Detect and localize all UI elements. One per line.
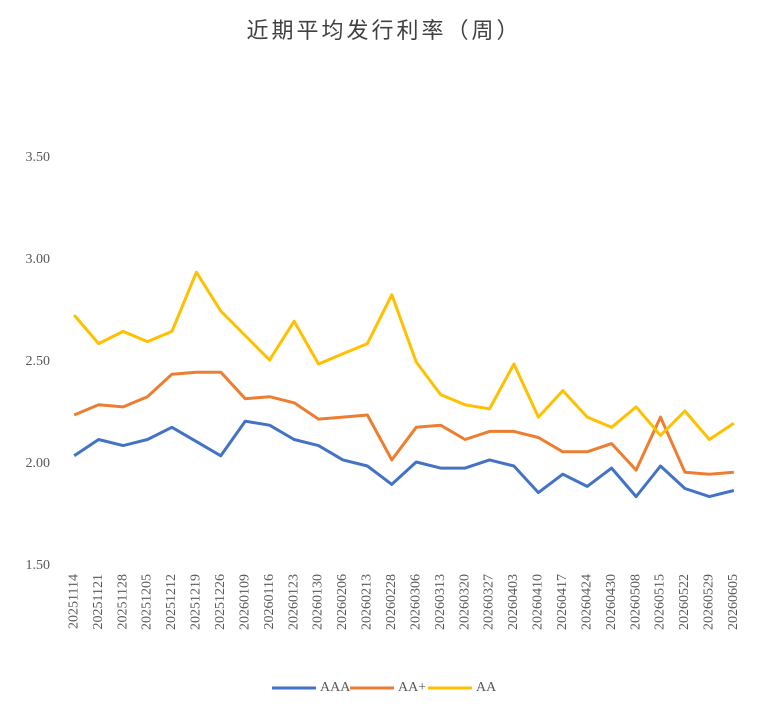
- x-tick-label: 20260515: [653, 574, 668, 630]
- x-tick-label: 20260410: [531, 574, 546, 630]
- legend-label: AAA: [320, 680, 351, 695]
- y-tick-label: 2.50: [26, 354, 51, 369]
- x-tick-label: 20260327: [482, 574, 497, 630]
- series-line: [73, 370, 734, 476]
- x-tick-label: 20260417: [555, 574, 570, 630]
- x-tick-label: 20260605: [726, 574, 741, 630]
- legend-label: AA: [476, 680, 497, 695]
- x-tick-label: 20251205: [140, 574, 155, 630]
- x-tick-label: 20260403: [506, 574, 521, 630]
- x-tick-label: 20260213: [360, 574, 375, 630]
- y-tick-label: 3.00: [26, 252, 51, 267]
- x-tick-label: 20260430: [604, 574, 619, 630]
- x-tick-label: 20260313: [433, 574, 448, 630]
- x-tick-label: 20260529: [702, 574, 717, 630]
- x-tick-label: 20260320: [457, 574, 472, 630]
- series-line: [73, 270, 735, 441]
- legend-label: AA+: [398, 680, 426, 695]
- x-tick-label: 20260206: [335, 574, 350, 630]
- series-line: [73, 419, 735, 499]
- x-tick-label: 20251121: [91, 574, 106, 629]
- x-tick-label: 20260116: [262, 574, 277, 629]
- x-tick-label: 20251212: [164, 574, 179, 630]
- x-tick-label: 20251114: [66, 574, 81, 629]
- y-tick-label: 3.50: [26, 150, 51, 165]
- x-tick-label: 20251226: [213, 574, 228, 630]
- x-tick-label: 20251128: [115, 574, 130, 629]
- x-tick-label: 20260130: [311, 574, 326, 630]
- y-tick-label: 2.00: [26, 456, 51, 471]
- x-tick-label: 20260228: [384, 574, 399, 630]
- x-tick-label: 20260109: [237, 574, 252, 630]
- x-tick-label: 20260306: [408, 574, 423, 630]
- x-tick-label: 20260522: [677, 574, 692, 630]
- chart-title: 近期平均发行利率（周）: [246, 18, 521, 43]
- x-tick-label: 20251219: [189, 574, 204, 630]
- x-tick-label: 20260424: [579, 574, 594, 630]
- x-tick-label: 20260508: [628, 574, 643, 630]
- x-tick-label: 20260123: [286, 574, 301, 630]
- y-tick-label: 1.50: [26, 558, 51, 573]
